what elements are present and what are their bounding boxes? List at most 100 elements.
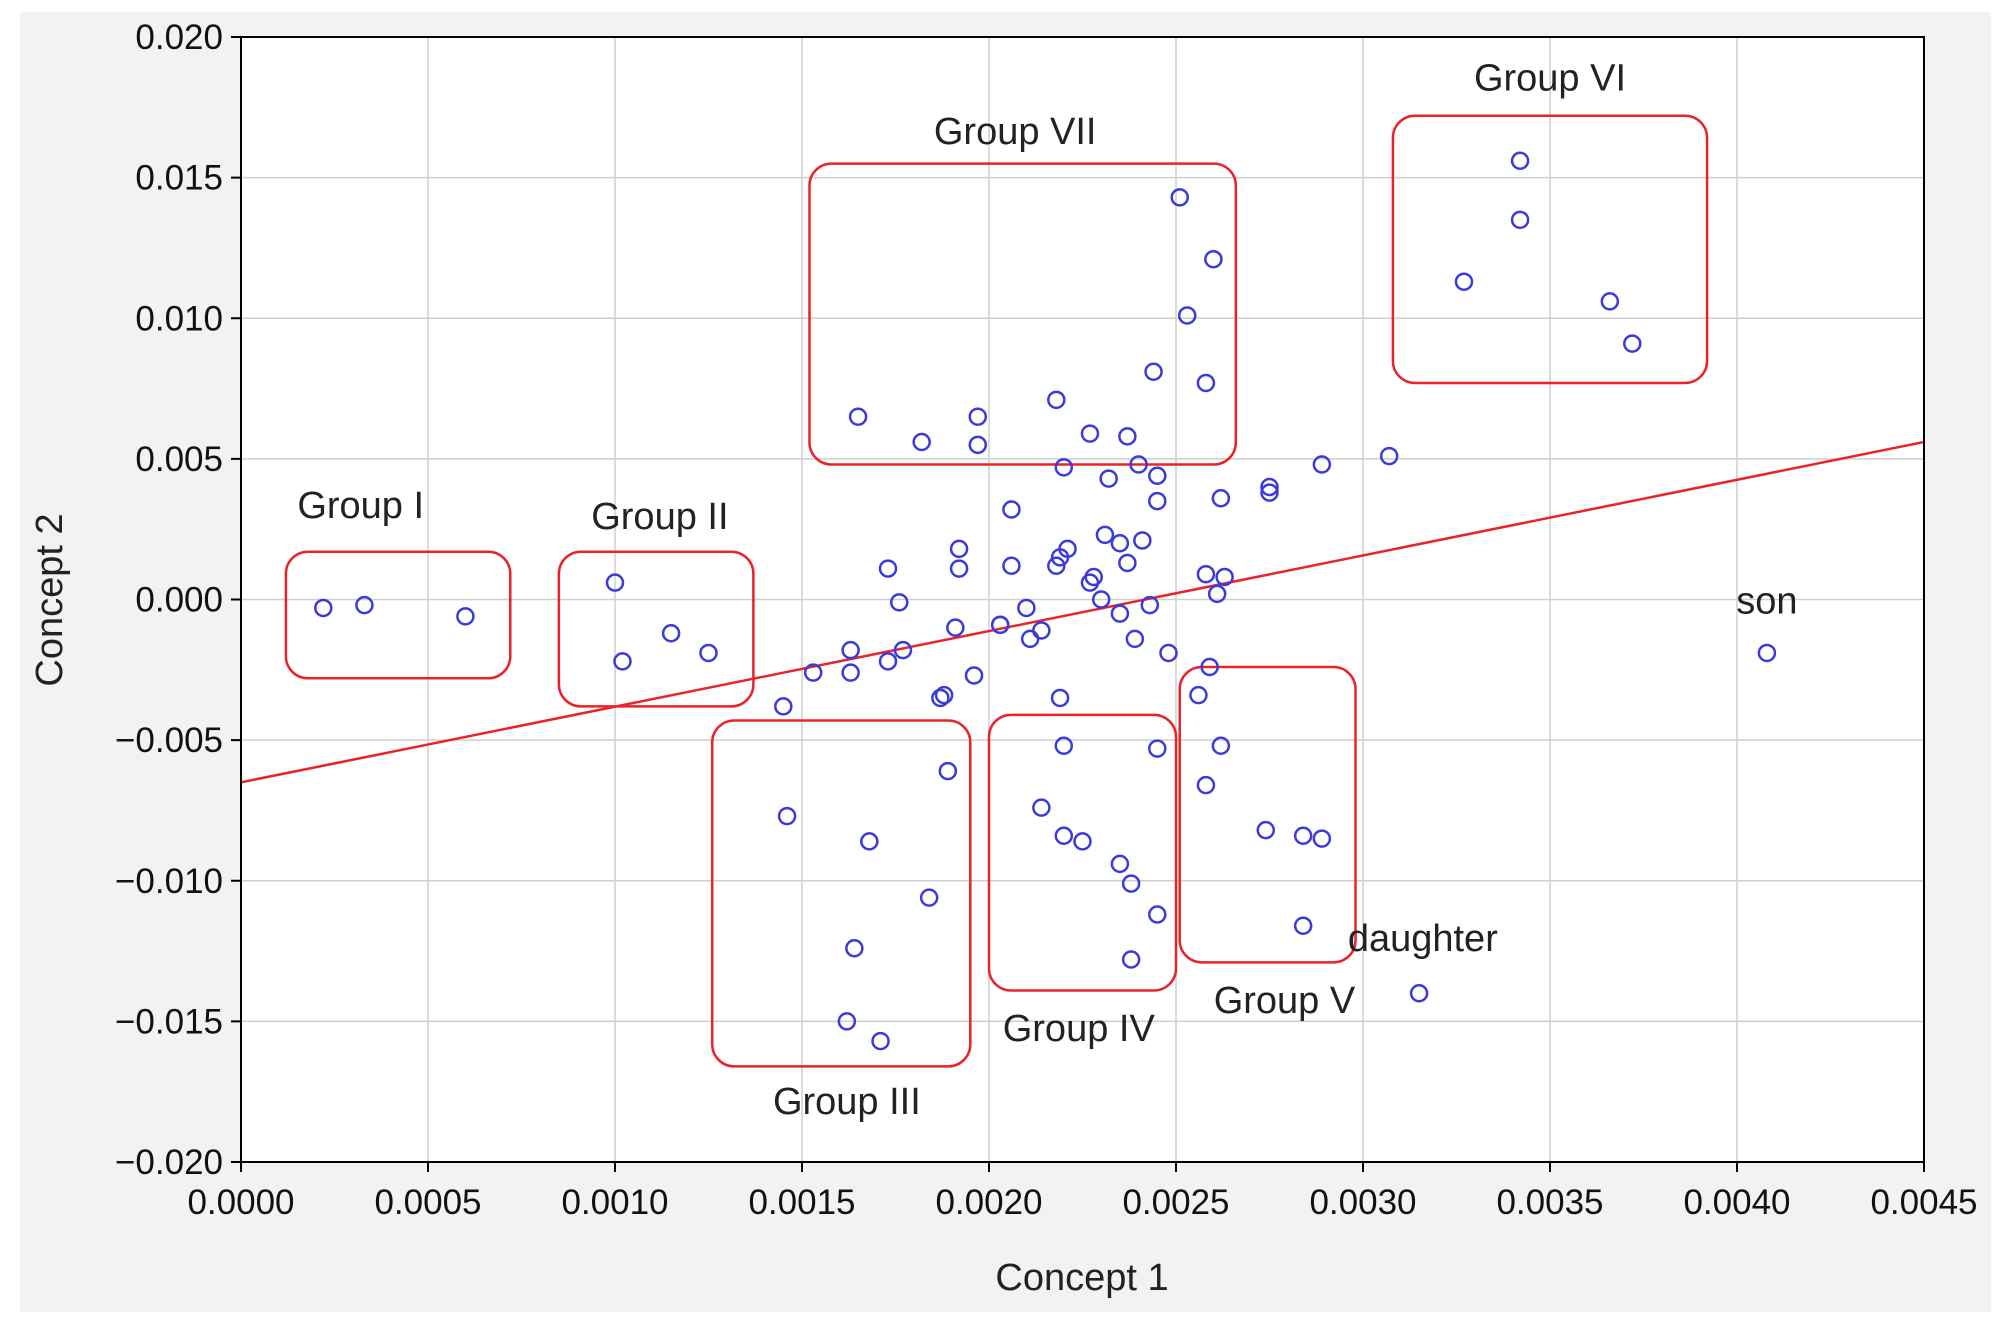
data-point: [661, 624, 681, 643]
data-point: [990, 615, 1010, 635]
group-box: [557, 550, 755, 708]
x-tick-label: 0.0020: [935, 1183, 1042, 1222]
data-point: [1196, 775, 1216, 795]
data-point: [889, 593, 909, 612]
data-point: [938, 761, 958, 781]
group-label: Group IV: [1003, 1008, 1156, 1050]
x-tick-label: 0.0030: [1309, 1183, 1416, 1222]
data-point: [912, 432, 931, 452]
group-labels: Group I Group II Group III Group IV Group V G…: [297, 57, 1626, 1123]
data-point: [1099, 469, 1118, 488]
data-point: [1510, 151, 1530, 170]
group-box: [1391, 114, 1709, 385]
group-box: [1178, 665, 1357, 964]
y-tick-label: −0.005: [115, 721, 223, 760]
y-tick-label: 0.015: [135, 159, 223, 198]
group-label: Group I: [297, 485, 424, 527]
data-point: [1211, 736, 1231, 755]
y-tick-label: −0.020: [115, 1143, 223, 1182]
regression-line-group: [240, 440, 1925, 784]
data-point: [1200, 657, 1219, 677]
x-tick-label: 0.0010: [561, 1183, 668, 1222]
regression-line: [240, 440, 1925, 784]
data-point: [1084, 567, 1103, 587]
data-point: [1293, 916, 1313, 935]
data-point: [1118, 427, 1137, 446]
data-point: [1017, 598, 1036, 618]
data-point: [456, 607, 475, 626]
data-point: [968, 407, 988, 426]
y-tick-label: 0.020: [135, 18, 223, 57]
data-point: [1002, 556, 1021, 575]
x-tick-label: 0.0035: [1496, 1183, 1603, 1222]
x-axis-ticks: 0.0000 0.0005 0.0010 0.0015 0.0020 0.0025 0.00…: [187, 1162, 1978, 1222]
data-point: [1623, 334, 1642, 353]
data-point: [803, 663, 823, 682]
data-point: [1121, 874, 1141, 893]
data-point: [878, 559, 898, 578]
data-point: [841, 663, 860, 682]
y-tick-label: 0.000: [135, 581, 223, 620]
y-tick-label: −0.015: [115, 1002, 223, 1041]
data-point: [1600, 292, 1620, 311]
data-point: [1177, 306, 1197, 325]
data-point: [355, 595, 374, 615]
data-point: [1204, 249, 1223, 269]
data-point: [893, 640, 913, 660]
data-point: [1148, 491, 1167, 511]
y-tick-label: 0.005: [135, 440, 223, 479]
data-point: [837, 1012, 857, 1031]
x-tick-label: 0.0045: [1870, 1183, 1977, 1222]
data-point: [1032, 798, 1051, 817]
data-point: [1110, 604, 1130, 623]
group-label: Group VI: [1474, 57, 1626, 99]
group-box: [710, 719, 972, 1068]
group-label: Group VII: [934, 111, 1097, 153]
y-axis-label: Concept 2: [29, 513, 71, 686]
data-point: [968, 435, 988, 455]
data-point: [919, 888, 939, 907]
data-point: [1207, 584, 1227, 604]
data-point: [878, 652, 898, 671]
group-label: Group V: [1214, 980, 1356, 1022]
data-point: [605, 573, 625, 592]
data-point: [774, 697, 793, 716]
y-axis-ticks: −0.020 −0.015 −0.010 −0.005 0.000 0.005 0.010 0…: [115, 18, 241, 1182]
data-point: [1002, 500, 1021, 519]
data-point: [1133, 531, 1152, 550]
data-point: [1121, 950, 1141, 969]
data-point: [613, 652, 632, 671]
group-boxes: [284, 114, 1709, 1068]
group-box: [808, 162, 1238, 466]
data-point: [1118, 553, 1137, 573]
annotations: son daughter: [1348, 581, 1798, 961]
data-point: [1215, 567, 1234, 587]
x-tick-label: 0.0005: [374, 1183, 481, 1222]
data-point: [845, 939, 864, 958]
data-point: [1379, 446, 1399, 466]
data-point: [699, 643, 718, 663]
data-point: [931, 688, 950, 708]
data-point: [1293, 826, 1313, 845]
data-point: [1757, 643, 1777, 663]
data-point: [777, 806, 797, 826]
x-tick-label: 0.0000: [187, 1183, 294, 1222]
group-box: [987, 713, 1178, 992]
data-point: [1058, 539, 1077, 559]
data-point: [1260, 483, 1279, 502]
data-point: [1211, 489, 1231, 508]
point-annotation: daughter: [1348, 918, 1498, 960]
data-point: [1510, 210, 1530, 230]
data-point: [1148, 905, 1167, 924]
data-point: [949, 559, 969, 578]
group-box: [284, 550, 512, 680]
data-point: [841, 640, 860, 660]
data-point: [1159, 643, 1178, 663]
data-point: [1047, 556, 1066, 575]
data-point: [1454, 272, 1474, 291]
data-point: [1140, 595, 1160, 615]
data-point: [1091, 590, 1111, 609]
data-point: [946, 618, 965, 637]
point-annotation: son: [1736, 581, 1797, 623]
